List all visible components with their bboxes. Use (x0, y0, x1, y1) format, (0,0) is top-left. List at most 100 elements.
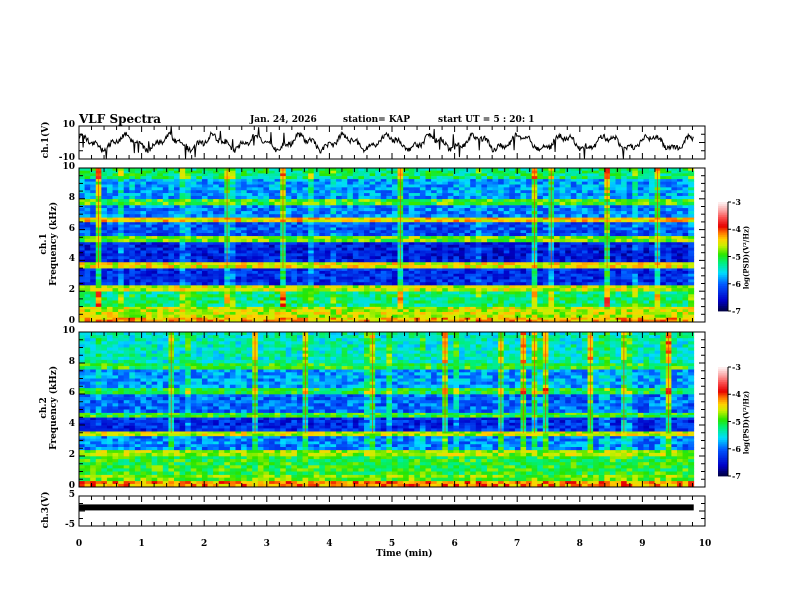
heatmap-cell (257, 285, 264, 289)
heatmap-cell (470, 181, 477, 185)
heatmap-cell (157, 178, 164, 182)
heatmap-cell (554, 282, 561, 286)
heatmap-cell (358, 241, 365, 246)
heatmap-cell (643, 230, 650, 234)
heatmap-cell (531, 306, 538, 310)
heatmap-cell (241, 208, 248, 212)
heatmap-cell (386, 300, 393, 304)
heatmap-cell (649, 273, 656, 277)
heatmap-cell (447, 230, 454, 234)
heatmap-cell (537, 282, 544, 286)
heatmap-cell (330, 294, 337, 298)
heatmap-cell (112, 319, 119, 323)
heatmap-cell (414, 227, 421, 231)
heatmap-cell (190, 259, 197, 263)
heatmap-cell (671, 297, 678, 301)
heatmap-cell (688, 238, 695, 243)
heatmap-cell (542, 319, 549, 323)
heatmap-cell (190, 232, 197, 237)
heatmap-cell (576, 219, 583, 223)
heatmap-cell (185, 306, 192, 310)
heatmap-cell (285, 282, 292, 286)
heatmap-cell (174, 250, 180, 254)
heatmap-cell (559, 273, 566, 277)
heatmap-cell (609, 221, 616, 225)
heatmap-cell (364, 250, 370, 254)
heatmap-cell (559, 259, 566, 263)
heatmap-cell (431, 244, 438, 248)
heatmap-cell (252, 256, 259, 260)
heatmap-cell (308, 270, 315, 275)
heatmap-cell (391, 204, 398, 209)
heatmap-cell (453, 268, 460, 272)
heatmap-cell (587, 282, 594, 286)
heatmap-cell (291, 270, 298, 275)
heatmap-cell (520, 208, 527, 212)
heatmap-cell (190, 288, 197, 292)
heatmap-cell (140, 285, 147, 289)
heatmap-cell (375, 256, 382, 260)
heatmap-cell (459, 244, 466, 248)
heatmap-cell (453, 291, 460, 295)
heatmap-cell (565, 285, 572, 289)
heatmap-cell (347, 178, 354, 182)
heatmap-cell (101, 314, 108, 318)
heatmap-cell (319, 219, 326, 223)
heatmap-cell (157, 311, 164, 315)
heatmap-cell (296, 309, 303, 313)
heatmap-cell (190, 311, 197, 315)
heatmap-cell (609, 311, 616, 315)
heatmap-cell (241, 198, 248, 203)
heatmap-cell (649, 198, 656, 203)
heatmap-cell (660, 256, 667, 260)
heatmap-cell (609, 297, 616, 301)
heatmap-cell (520, 268, 527, 272)
heatmap-cell (336, 227, 343, 231)
heatmap-cell (274, 250, 281, 254)
heatmap-cell (118, 282, 125, 286)
heatmap-cell (436, 276, 443, 280)
heatmap-cell (637, 291, 644, 295)
heatmap-cell (660, 198, 667, 203)
heatmap-cell (207, 285, 214, 289)
heatmap-cell (676, 276, 683, 280)
heatmap-cell (352, 276, 359, 280)
heatmap-cell (526, 178, 533, 182)
heatmap-cell (336, 314, 343, 318)
heatmap-cell (436, 319, 443, 323)
heatmap-cell (369, 198, 376, 203)
heatmap-cell (649, 219, 656, 223)
heatmap-cell (257, 256, 264, 260)
heatmap-cell (330, 314, 337, 318)
heatmap-cell (425, 306, 432, 310)
heatmap-cell (168, 306, 175, 310)
heatmap-cell (615, 268, 622, 272)
heatmap-cell (570, 314, 577, 318)
heatmap-cell (503, 261, 510, 266)
heatmap-cell (531, 273, 538, 277)
heatmap-cell (101, 259, 108, 263)
heatmap-cell (520, 227, 527, 231)
heatmap-cell (408, 256, 415, 260)
heatmap-cell (241, 253, 248, 257)
heatmap-cell (106, 244, 113, 248)
heatmap-cell (341, 300, 348, 304)
heatmap-cell (79, 279, 85, 283)
heatmap-cell (146, 265, 153, 269)
heatmap-cell (364, 244, 370, 248)
heatmap-cell (464, 253, 471, 257)
heatmap-cell (486, 232, 493, 237)
heatmap-cell (302, 285, 309, 289)
heatmap-cell (459, 282, 466, 286)
heatmap-cell (626, 227, 633, 231)
heatmap-cell (632, 230, 639, 234)
heatmap-cell (190, 221, 197, 225)
heatmap-cell (369, 297, 376, 301)
heatmap-cell (397, 311, 404, 315)
heatmap-cell (235, 227, 242, 231)
heatmap-cell (296, 282, 303, 286)
heatmap-cell (168, 309, 175, 313)
heatmap-cell (626, 208, 633, 212)
heatmap-cell (302, 198, 309, 203)
heatmap-cell (447, 291, 454, 295)
